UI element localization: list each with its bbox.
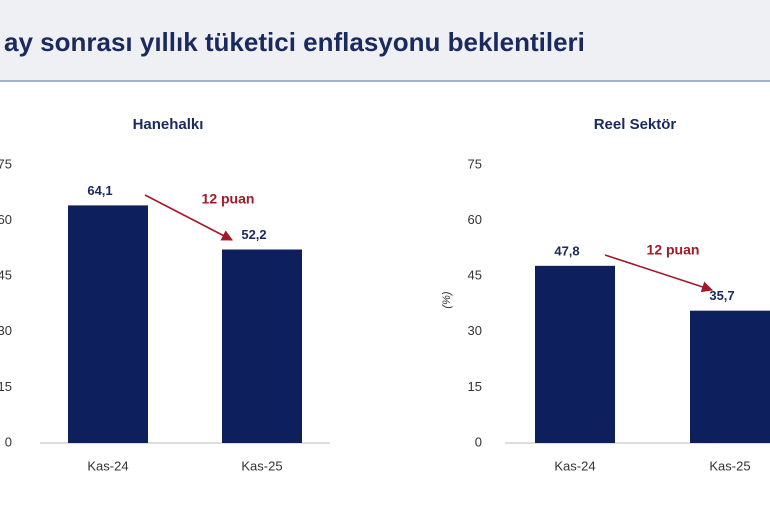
chart-title: Hanehalkı [133,116,204,133]
y-axis-label: (%) [441,291,453,308]
value-label: 47,8 [554,243,579,258]
chart-title: Reel Sektör [594,116,677,133]
x-tick-label: Kas-25 [709,458,750,473]
value-label: 35,7 [709,288,734,303]
y-tick-label: 0 [5,434,12,449]
y-tick-label: 15 [0,379,12,394]
y-tick-label: 15 [468,379,482,394]
y-tick-label: 30 [468,323,482,338]
value-label: 52,2 [241,227,266,242]
x-tick-label: Kas-24 [554,458,595,473]
annotation-arrow [144,194,233,241]
y-tick-label: 0 [475,434,482,449]
x-tick-label: Kas-25 [241,458,282,473]
y-tick-label: 60 [0,212,12,227]
x-tick-label: Kas-24 [87,458,128,473]
title-band [0,0,770,80]
bar [690,310,770,443]
y-tick-label: 75 [0,156,12,171]
value-label: 64,1 [87,183,112,198]
y-tick-label: 75 [468,156,482,171]
annotation-arrow [604,254,714,293]
bar [68,205,148,443]
bar [535,265,615,443]
y-tick-label: 45 [0,268,12,283]
bar [222,249,302,443]
slide-title: ay sonrası yıllık tüketici enflasyonu be… [4,27,585,57]
annotation: 12 puan [647,242,700,258]
y-tick-label: 60 [468,212,482,227]
y-tick-label: 45 [468,268,482,283]
y-tick-label: 30 [0,323,12,338]
annotation: 12 puan [202,191,255,207]
